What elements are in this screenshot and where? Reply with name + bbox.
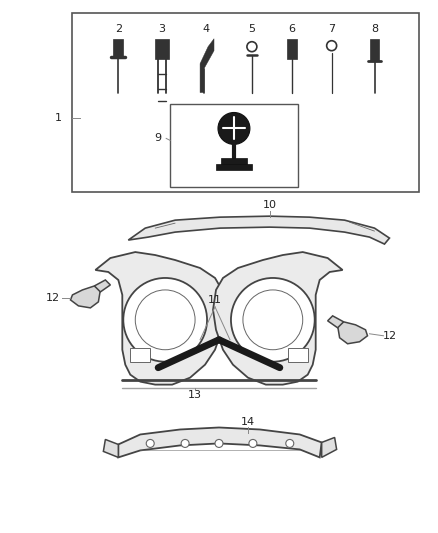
- Polygon shape: [71, 286, 100, 308]
- Bar: [216, 164, 252, 171]
- Text: 12: 12: [46, 293, 60, 303]
- Text: 5: 5: [248, 24, 255, 34]
- Polygon shape: [95, 252, 225, 385]
- Circle shape: [247, 42, 257, 52]
- Bar: [370, 39, 379, 61]
- Circle shape: [243, 290, 303, 350]
- Circle shape: [286, 439, 294, 447]
- Circle shape: [218, 112, 250, 144]
- Bar: [221, 158, 247, 168]
- Bar: [170, 103, 298, 187]
- Circle shape: [327, 41, 337, 51]
- Polygon shape: [338, 322, 367, 344]
- Bar: [155, 39, 169, 59]
- Bar: [288, 348, 308, 362]
- Circle shape: [249, 439, 257, 447]
- Text: 14: 14: [241, 416, 255, 426]
- Polygon shape: [328, 316, 343, 328]
- Polygon shape: [213, 252, 343, 385]
- Polygon shape: [321, 438, 337, 457]
- Text: 3: 3: [159, 24, 166, 34]
- Text: 9: 9: [155, 133, 162, 143]
- Polygon shape: [103, 439, 118, 457]
- Text: 2: 2: [115, 24, 122, 34]
- Polygon shape: [118, 427, 321, 457]
- Polygon shape: [95, 280, 110, 292]
- Circle shape: [231, 278, 314, 362]
- Text: 10: 10: [263, 200, 277, 210]
- Bar: [287, 39, 297, 59]
- Text: 13: 13: [188, 390, 202, 400]
- Text: 8: 8: [371, 24, 378, 34]
- Text: 1: 1: [55, 114, 62, 124]
- Circle shape: [135, 290, 195, 350]
- Text: 6: 6: [288, 24, 295, 34]
- Bar: [130, 348, 150, 362]
- Polygon shape: [200, 39, 214, 93]
- Polygon shape: [128, 216, 389, 244]
- Text: 12: 12: [382, 331, 396, 341]
- Text: 7: 7: [328, 24, 335, 34]
- Bar: [72, 13, 419, 192]
- Circle shape: [124, 278, 207, 362]
- Circle shape: [146, 439, 154, 447]
- Text: 4: 4: [202, 24, 210, 34]
- Text: 11: 11: [208, 295, 222, 305]
- Circle shape: [215, 439, 223, 447]
- Circle shape: [181, 439, 189, 447]
- Bar: [113, 39, 124, 56]
